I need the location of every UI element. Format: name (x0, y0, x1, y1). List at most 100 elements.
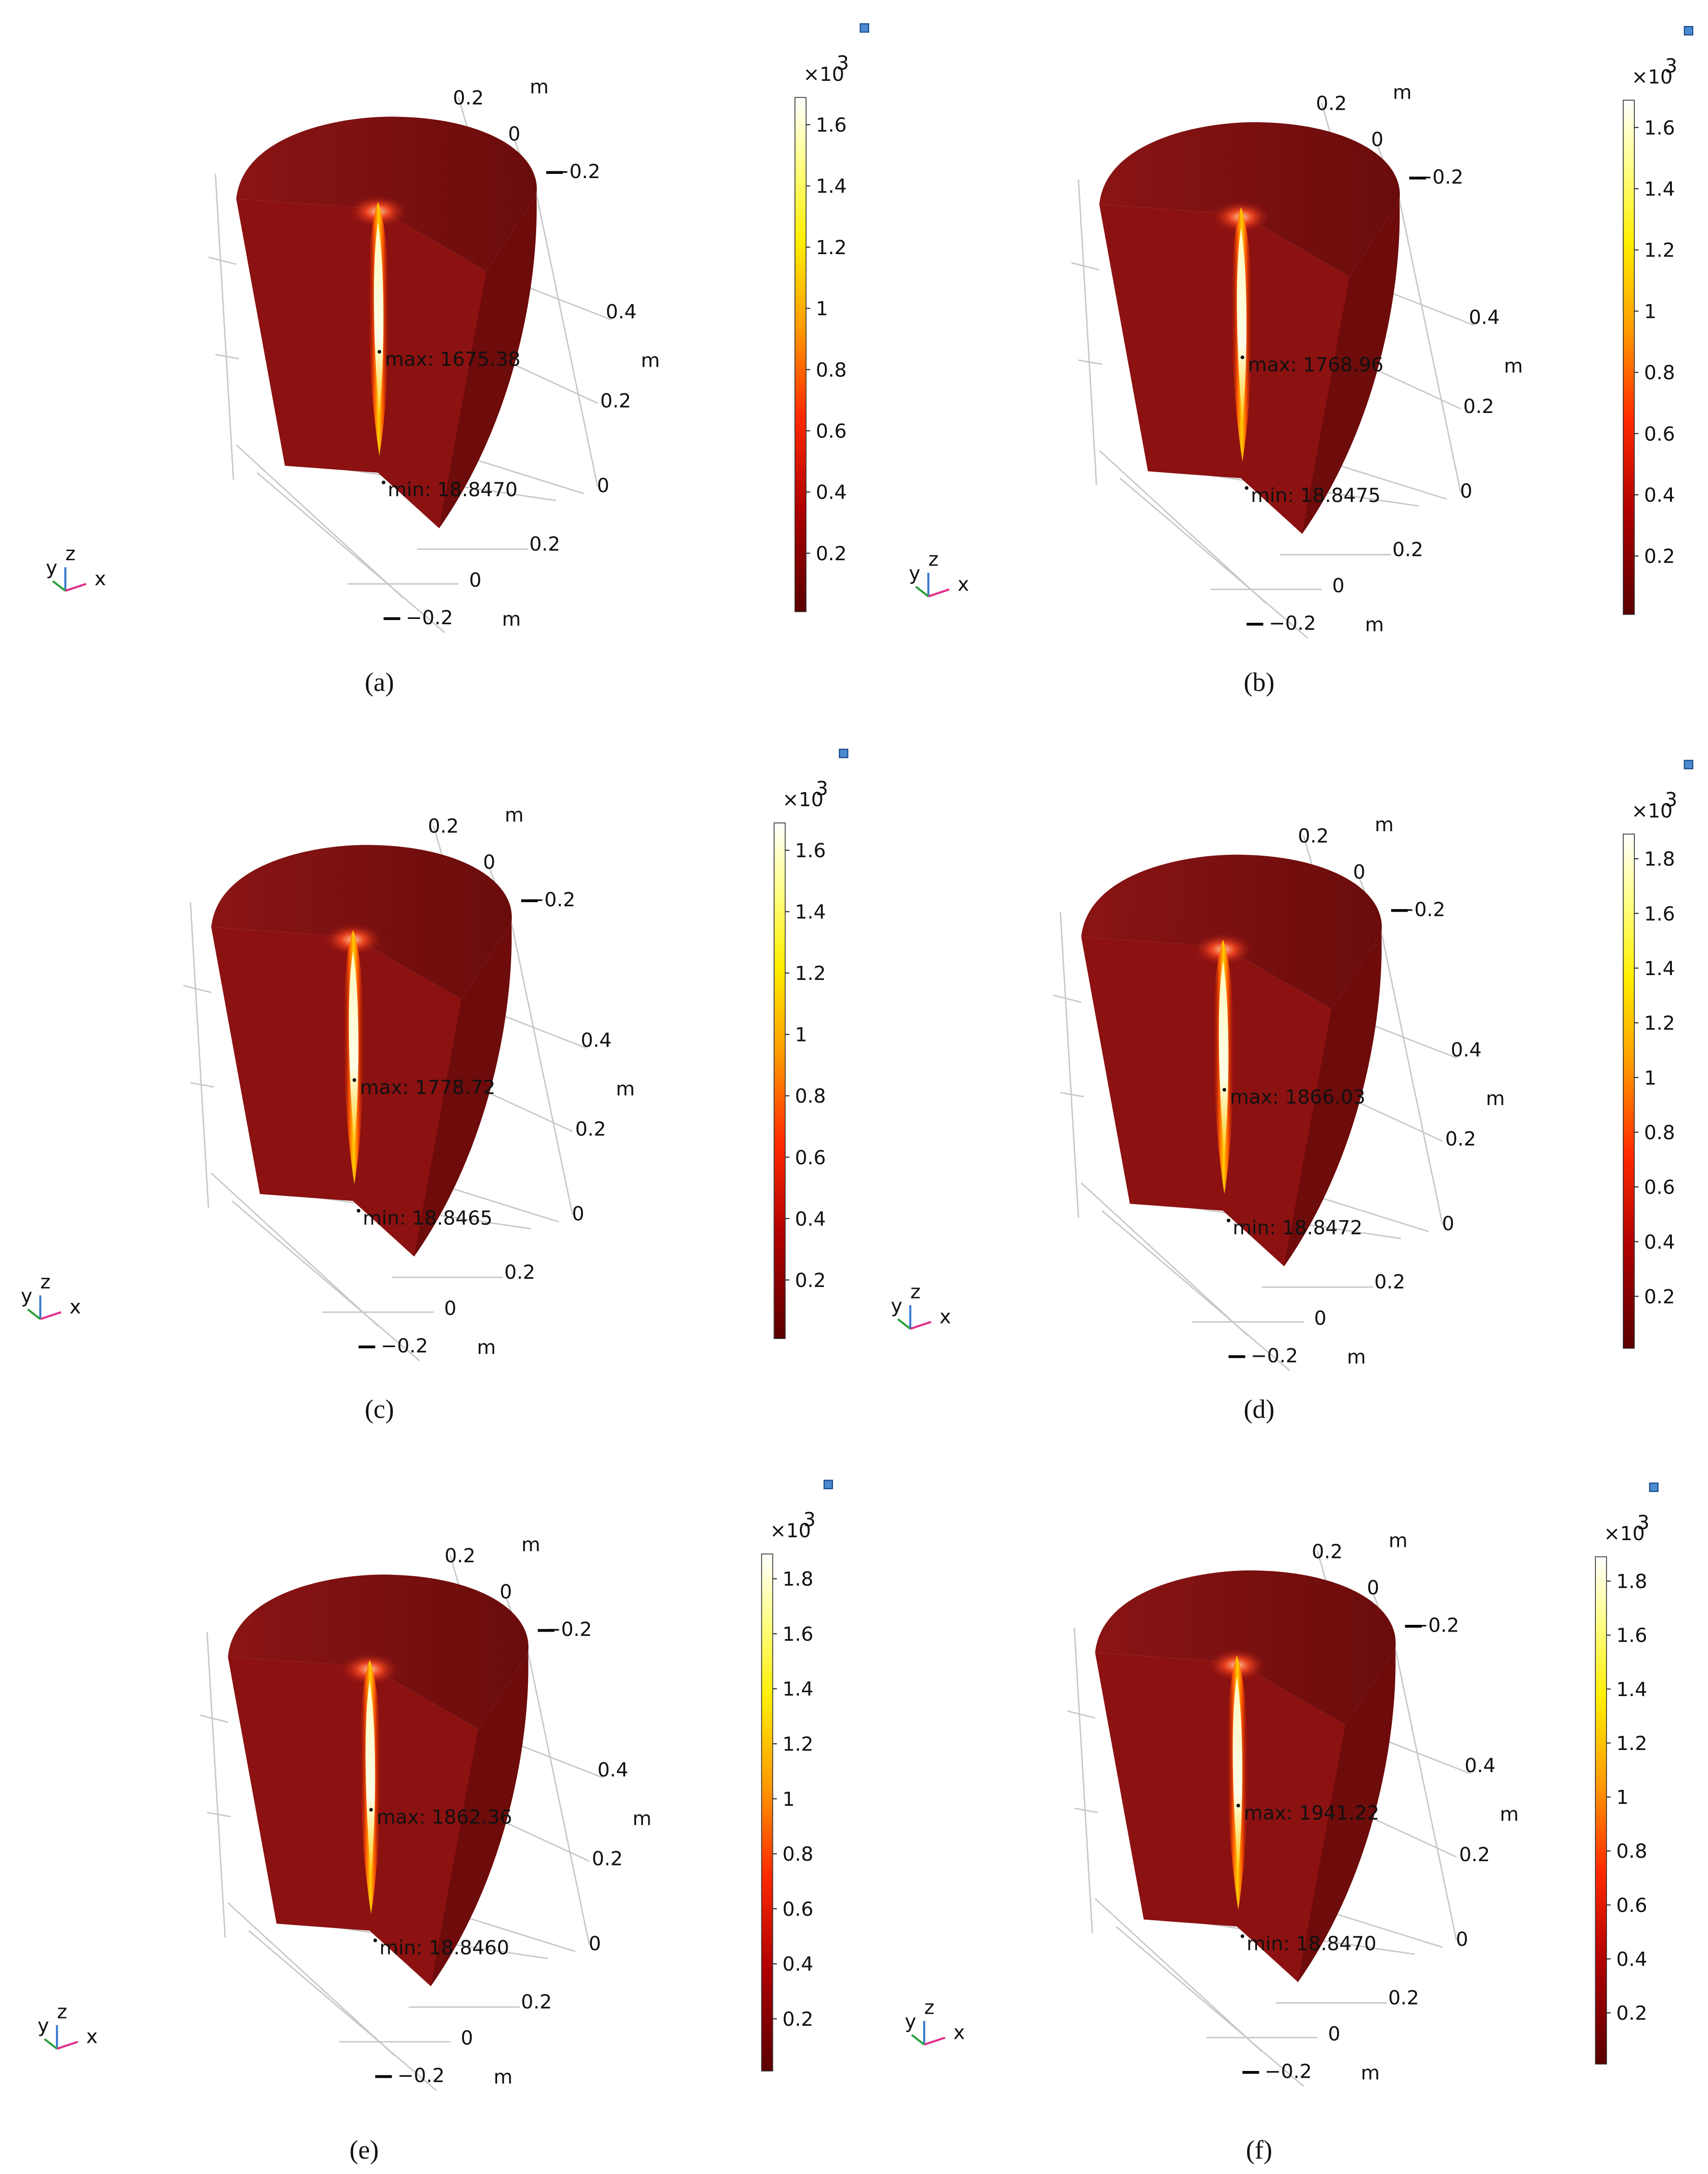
grid-line (472, 458, 584, 494)
axis-label: m (1365, 613, 1384, 636)
triad-y (44, 2038, 58, 2050)
colorbar-exponent: 3 (1665, 54, 1677, 77)
cylinder-top (1095, 1570, 1396, 1725)
axis-label: m (1388, 1529, 1407, 1552)
axis-label: 0.2 (453, 86, 484, 109)
grid-line (1080, 1182, 1249, 1337)
flame-inner (365, 1680, 375, 1875)
cylinder-front (1099, 204, 1349, 534)
colorbar (773, 822, 786, 1339)
axis-label: 0 (1456, 1928, 1468, 1951)
axis-label: m (616, 1077, 635, 1100)
max-point (1236, 1803, 1240, 1808)
axis-label: 0 (589, 1932, 601, 1955)
colorbar-tick-label: 0.6 (1644, 422, 1675, 445)
colorbar-multiplier: ×10 (1631, 799, 1672, 822)
triad-label: x (69, 1295, 81, 1318)
colorbar-tick-label: 1.8 (1644, 848, 1675, 871)
min-point (1245, 486, 1249, 490)
triad-label: z (57, 2000, 67, 2023)
panel-label: (f) (1246, 2135, 1272, 2164)
colorbar-tick-label: 0.4 (783, 1953, 813, 1976)
colorbar-exponent: 3 (803, 1508, 816, 1531)
axis-label: m (1374, 813, 1393, 836)
colorbar-multiplier: ×10 (783, 788, 823, 811)
triad-label: z (924, 1996, 934, 2019)
colorbar-tick-label: 0.6 (1616, 1893, 1647, 1917)
grid-line (464, 1916, 576, 1953)
colorbar-tick-label: 1.2 (1616, 1732, 1647, 1755)
grid-line (210, 1172, 379, 1327)
colorbar-tick-label: 1 (1644, 1066, 1657, 1089)
cylinder-front (211, 927, 462, 1257)
axis-label: 0 (1314, 1306, 1326, 1329)
max-label: max: 1778.72 (360, 1076, 496, 1099)
max-point (1240, 355, 1245, 360)
grid-line (1102, 1210, 1290, 1371)
flame-inner (1233, 1676, 1243, 1871)
grid-line (1099, 450, 1267, 604)
max-point (377, 350, 382, 354)
triad-label: y (909, 561, 921, 584)
grid-line (190, 1082, 214, 1088)
axis-label: m (530, 75, 549, 98)
min-label: min: 18.8460 (379, 1936, 509, 1959)
colorbar-tick-label: 1.4 (1644, 957, 1675, 980)
grid-line (190, 902, 209, 1208)
triad-label: y (38, 2014, 49, 2037)
grid-line (1071, 262, 1100, 270)
min-point (382, 480, 385, 485)
axis-label: 0.2 (1312, 1540, 1343, 1563)
triad-y (915, 586, 929, 597)
panel-label: (a) (365, 668, 394, 697)
grid-line (1053, 994, 1081, 1003)
triad-label: z (910, 1280, 920, 1303)
panel-label: (d) (1244, 1394, 1274, 1424)
axis-label: −0.2 (381, 1334, 428, 1357)
axis-label: m (1347, 1345, 1366, 1368)
axis-label: 0 (597, 474, 609, 497)
grid-line (1059, 912, 1079, 1218)
axis-label: 0.2 (1459, 1843, 1490, 1866)
axis-label: 0 (572, 1202, 584, 1225)
axis-label: 0 (483, 850, 496, 874)
axis-label: −0.2 (406, 606, 453, 629)
colorbar-tick-label: 0.4 (816, 481, 847, 504)
grid-line (207, 1812, 231, 1817)
min-label: min: 18.8465 (363, 1206, 493, 1229)
colorbar-tick-label: 0.8 (1644, 1121, 1675, 1144)
triad-label: x (958, 573, 969, 596)
axis-label: m (502, 607, 521, 630)
colorbar-tick-label: 1.2 (795, 962, 826, 985)
grid-line (1078, 359, 1103, 365)
axis-label: 0 (1371, 128, 1384, 151)
axis-label: 0.2 (521, 1990, 552, 2013)
axis-label: 0 (1367, 1576, 1379, 1599)
axis-label: 0 (1332, 574, 1345, 597)
min-label: min: 18.8470 (1246, 1932, 1376, 1955)
colorbar-tick-label: 1 (795, 1023, 808, 1046)
grid-line (534, 187, 599, 487)
axis-label: 0 (444, 1297, 457, 1320)
colorbar-exponent: 3 (1665, 788, 1677, 811)
grid-line (1119, 477, 1309, 639)
grid-line (509, 916, 574, 1215)
grid-line (215, 354, 239, 360)
axis-label: 0.2 (529, 532, 560, 555)
triad-y (911, 2034, 925, 2045)
colorbar-tick-label: 0.2 (1644, 1285, 1675, 1308)
grid-line (227, 1902, 396, 2057)
flame-inner (1237, 228, 1246, 423)
colorbar-tick-label: 1.4 (1644, 178, 1675, 201)
grid-line (1366, 1814, 1457, 1858)
max-label: max: 1675.38 (385, 347, 521, 371)
axis-label: 0.2 (592, 1847, 623, 1870)
flame-inner (1219, 960, 1229, 1155)
colorbar-tick-label: 1.2 (1644, 239, 1675, 262)
grid-line (482, 1089, 573, 1132)
triad-label: z (928, 548, 938, 571)
axis-label: 0 (508, 122, 521, 145)
